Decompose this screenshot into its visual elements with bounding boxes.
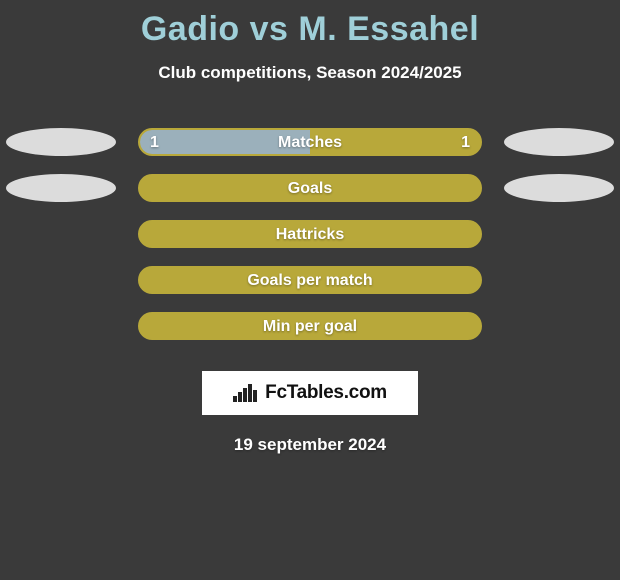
metric-label: Hattricks xyxy=(140,226,480,244)
bar-chart-icon xyxy=(233,384,259,402)
metric-label: Goals xyxy=(140,180,480,198)
metric-bar: Goals per match xyxy=(138,266,482,294)
metric-label: Min per goal xyxy=(140,318,480,336)
comparison-rows: Matches11 Goals Hattricks Goals per match Mi… xyxy=(0,123,620,353)
metric-bar: Min per goal xyxy=(138,312,482,340)
footer-date: 19 september 2024 xyxy=(0,435,620,455)
subtitle: Club competitions, Season 2024/2025 xyxy=(0,63,620,83)
metric-bar: Goals xyxy=(138,174,482,202)
right-player-photo xyxy=(504,174,614,202)
left-player-photo xyxy=(6,128,116,156)
metric-label: Goals per match xyxy=(140,272,480,290)
metric-row: Hattricks xyxy=(0,215,620,261)
brand-text: FcTables.com xyxy=(265,382,387,404)
page-title: Gadio vs M. Essahel xyxy=(0,0,620,49)
brand-badge[interactable]: FcTables.com xyxy=(202,371,418,415)
metric-row: Min per goal xyxy=(0,307,620,353)
metric-bar: Matches11 xyxy=(138,128,482,156)
metric-bar: Hattricks xyxy=(138,220,482,248)
left-player-photo xyxy=(6,174,116,202)
right-player-photo xyxy=(504,128,614,156)
metric-row: Matches11 xyxy=(0,123,620,169)
left-bar-fill xyxy=(140,130,310,154)
right-value: 1 xyxy=(461,134,470,152)
metric-row: Goals per match xyxy=(0,261,620,307)
metric-row: Goals xyxy=(0,169,620,215)
